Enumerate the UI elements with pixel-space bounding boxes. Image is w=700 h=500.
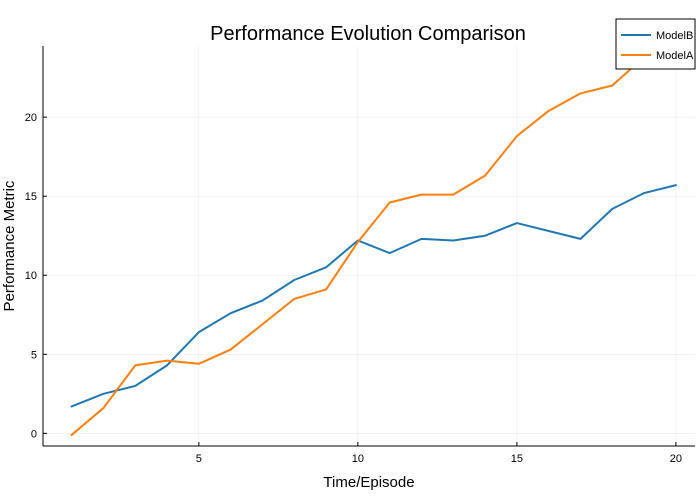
x-tick-label: 5 xyxy=(196,453,202,465)
legend-label-modelb: ModelB xyxy=(656,30,693,42)
y-axis-label: Performance Metric xyxy=(1,180,18,311)
axes xyxy=(42,46,695,447)
x-axis-label: Time/Episode xyxy=(323,474,414,491)
grid xyxy=(43,46,695,446)
chart-title: Performance Evolution Comparison xyxy=(210,23,526,45)
y-ticks: 0 5 10 15 20 xyxy=(25,112,47,440)
legend: ModelB ModelA xyxy=(615,18,696,70)
x-ticks: 5 10 15 20 xyxy=(196,442,682,465)
legend-box xyxy=(615,18,696,70)
series-group xyxy=(70,45,677,436)
x-tick-label: 20 xyxy=(670,453,682,465)
series-line-modela xyxy=(70,45,677,436)
legend-label-modela: ModelA xyxy=(656,50,694,62)
y-tick-label: 10 xyxy=(25,270,37,282)
x-tick-label: 10 xyxy=(352,453,364,465)
y-tick-label: 0 xyxy=(31,428,37,440)
series-line-modelb xyxy=(70,184,677,408)
y-tick-label: 20 xyxy=(25,112,37,124)
x-tick-label: 15 xyxy=(511,453,523,465)
y-tick-label: 15 xyxy=(25,191,37,203)
y-tick-label: 5 xyxy=(31,349,37,361)
